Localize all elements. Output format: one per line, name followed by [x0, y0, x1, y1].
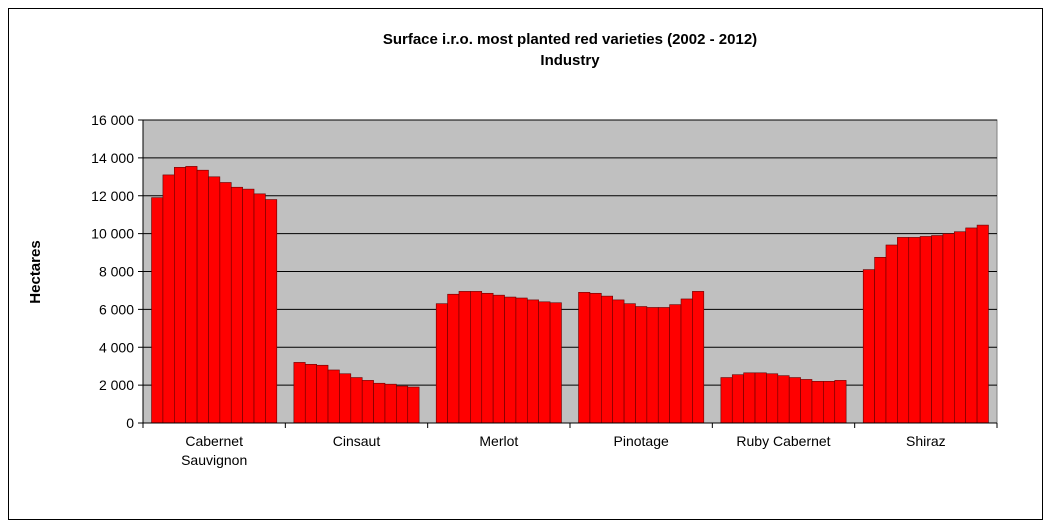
bar [373, 382, 386, 424]
bar [834, 380, 847, 424]
x-tick-label: Ruby Cabernet [736, 433, 830, 449]
bar [230, 186, 243, 424]
bar [731, 374, 744, 424]
bar [327, 369, 340, 424]
bar [646, 307, 659, 424]
bar [174, 167, 187, 424]
x-tick-label: Shiraz [906, 433, 946, 449]
bar [339, 373, 352, 424]
bar [151, 197, 164, 424]
bar [754, 372, 767, 424]
bar [623, 303, 636, 424]
bar [669, 304, 682, 424]
bar [384, 383, 397, 424]
bar [396, 385, 409, 424]
bar [185, 166, 198, 424]
bar [219, 182, 232, 424]
bar [766, 373, 779, 424]
bar [601, 295, 614, 424]
bar [265, 199, 278, 424]
bar [504, 296, 517, 424]
bar [316, 364, 329, 424]
bar [720, 377, 733, 424]
bar [692, 291, 705, 424]
bar [777, 375, 790, 424]
y-tick-label: 10 000 [91, 226, 134, 242]
bar [680, 298, 693, 424]
x-tick-label: Cinsaut [333, 433, 381, 449]
bar [470, 291, 483, 424]
bar [908, 237, 921, 424]
bar [589, 292, 602, 424]
bar [242, 188, 255, 424]
bar [538, 301, 551, 424]
chart-subtitle: Industry [540, 52, 600, 69]
x-tick-label: Cabernet Sauvignon [181, 433, 247, 468]
bar [458, 291, 471, 424]
bar [931, 235, 944, 424]
bar [162, 174, 175, 424]
bar [612, 299, 625, 424]
bar [919, 236, 932, 424]
chart-title: Surface i.r.o. most planted red varietie… [383, 31, 757, 48]
bar [196, 169, 209, 424]
y-tick-label: 16 000 [91, 112, 134, 128]
bar [897, 237, 910, 424]
bar [304, 363, 317, 424]
bar [361, 380, 374, 424]
bar [481, 292, 494, 424]
bar [743, 372, 756, 424]
y-tick-label: 6 000 [99, 301, 134, 317]
y-tick-label: 0 [126, 415, 134, 431]
bar [515, 297, 528, 424]
bar [657, 307, 670, 424]
bar [435, 303, 448, 424]
bar [823, 381, 836, 424]
x-tick-label: Pinotage [614, 433, 669, 449]
bar [862, 269, 875, 424]
bar [549, 302, 562, 424]
y-tick-label: 14 000 [91, 150, 134, 166]
bar [635, 306, 648, 424]
bar [976, 224, 989, 424]
bar [788, 377, 801, 424]
x-tick-label: Merlot [479, 433, 518, 449]
bar [208, 176, 221, 424]
bar [578, 292, 591, 424]
y-tick-label: 4 000 [99, 339, 134, 355]
bar [253, 193, 266, 424]
y-tick-label: 8 000 [99, 264, 134, 280]
bar [953, 231, 966, 424]
bar [942, 233, 955, 424]
bar [492, 294, 505, 424]
bar [800, 379, 813, 424]
bar [965, 227, 978, 424]
bar [407, 386, 420, 424]
bar [526, 299, 539, 424]
y-tick-label: 12 000 [91, 188, 134, 204]
bar [350, 377, 363, 424]
y-tick-label: 2 000 [99, 377, 134, 393]
bar [885, 244, 898, 424]
bar [811, 381, 824, 424]
y-axis-label: Hectares [27, 240, 44, 303]
bar [447, 293, 460, 424]
bar [293, 362, 306, 424]
bar [874, 256, 887, 424]
